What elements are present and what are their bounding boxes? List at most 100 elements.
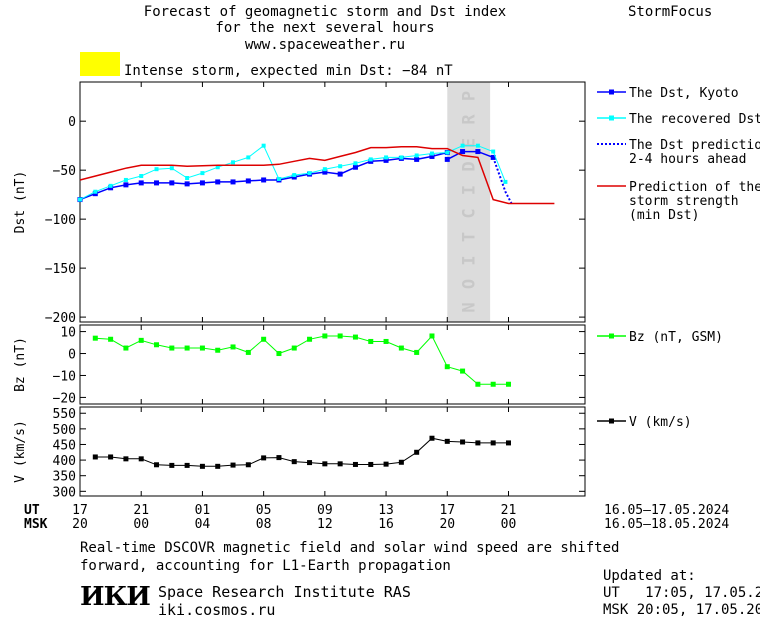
data-point-bz: [230, 344, 236, 350]
y-tick-label: 0: [68, 348, 76, 363]
updated-msk: MSK 20:05, 17.05.2024: [603, 602, 760, 618]
series-line-kyoto: [79, 151, 448, 201]
data-point-bz: [505, 381, 511, 387]
data-point-recovered: [460, 143, 465, 148]
data-point-recovered: [169, 166, 174, 171]
data-point-bz: [108, 336, 114, 342]
legend-label-recovered: The recovered Dst: [629, 112, 760, 127]
y-tick-label: 10: [60, 326, 76, 341]
data-point-velocity: [199, 463, 205, 469]
y-tick-label: 500: [53, 423, 76, 438]
x-tick-label-ut: 13: [378, 503, 394, 518]
chart-subtitle: for the next several hours: [215, 20, 435, 36]
data-point-velocity: [184, 462, 190, 468]
data-point-kyoto: [429, 153, 435, 159]
prediction-letter: R: [460, 114, 480, 125]
data-point-velocity: [245, 462, 251, 468]
data-point-bz: [169, 345, 175, 351]
data-point-bz: [138, 337, 144, 343]
storm-alert-color-box: [80, 52, 120, 76]
legend-label-kyoto: The Dst, Kyoto: [629, 86, 739, 101]
panel-frame: [79, 81, 586, 323]
institute-website[interactable]: iki.cosmos.ru: [158, 601, 276, 619]
data-point-recovered: [491, 149, 496, 154]
data-point-bz: [337, 333, 343, 339]
legend-label-strength: Prediction of the: [629, 180, 760, 195]
data-point-recovered: [154, 167, 159, 172]
updated-ut: UT 17:05, 17.05.2024: [603, 585, 760, 601]
y-tick-label: −20: [53, 391, 76, 406]
data-point-velocity: [444, 438, 450, 444]
data-point-recovered: [399, 155, 404, 160]
y-tick-label: 300: [53, 485, 76, 500]
data-point-velocity: [490, 440, 496, 446]
data-point-bz: [475, 381, 481, 387]
y-tick-label: 350: [53, 470, 76, 485]
x-tick-label-ut: 21: [133, 503, 149, 518]
data-point-velocity: [414, 449, 420, 455]
data-point-recovered: [353, 161, 358, 166]
chart-title: Forecast of geomagnetic storm and Dst in…: [143, 4, 507, 20]
data-point-recovered: [231, 160, 236, 165]
x-tick-label-msk: 20: [439, 517, 455, 532]
data-point-recovered: [322, 167, 327, 172]
data-point-kyoto: [414, 156, 420, 162]
data-point-velocity: [169, 462, 175, 468]
x-tick-label-msk: 12: [317, 517, 333, 532]
x-tick-label-ut: 21: [501, 503, 517, 518]
prediction-zone: [447, 82, 491, 322]
ut-axis-label: UT: [24, 503, 40, 518]
data-point-bz: [245, 349, 251, 355]
x-tick-label-msk: 00: [133, 517, 149, 532]
legend-marker-bz: [609, 333, 614, 339]
legend-label-prediction: The Dst prediction: [629, 138, 760, 153]
x-tick-label-ut: 17: [72, 503, 88, 518]
panel-frame: [79, 406, 586, 497]
prediction-letter: T: [460, 232, 480, 242]
data-point-recovered: [276, 176, 281, 181]
y-tick-label: 450: [53, 438, 76, 453]
y-axis-label: Bz (nT): [13, 337, 28, 392]
brand-name: StormFocus: [628, 4, 713, 20]
msk-axis-label: MSK: [24, 517, 48, 532]
data-point-bz: [215, 347, 221, 353]
data-point-kyoto: [352, 164, 358, 170]
data-point-velocity: [322, 461, 328, 467]
data-point-velocity: [215, 463, 221, 469]
data-point-bz: [92, 335, 98, 341]
data-point-recovered: [445, 150, 450, 155]
y-tick-label: −150: [45, 262, 76, 277]
updated-label: Updated at:: [603, 568, 696, 584]
site-url[interactable]: www.spaceweather.ru: [244, 37, 406, 53]
x-tick-label-msk: 20: [72, 517, 88, 532]
prediction-letter: E: [460, 138, 480, 148]
series-line-velocity: [95, 437, 509, 467]
data-point-recovered: [384, 155, 389, 160]
x-tick-label-msk: 00: [501, 517, 517, 532]
data-point-bz: [276, 351, 282, 357]
prediction-letter: P: [460, 91, 480, 101]
data-point-recovered: [261, 143, 266, 148]
data-point-kyoto: [169, 180, 175, 186]
data-point-velocity: [398, 459, 404, 465]
data-point-recovered: [215, 165, 220, 170]
data-point-kyoto: [184, 181, 190, 187]
data-point-velocity: [460, 439, 466, 445]
data-point-velocity: [276, 455, 282, 461]
series-line-bz: [95, 335, 509, 385]
series-line-prediction: [492, 157, 513, 204]
data-point-recovered: [292, 173, 297, 178]
legend-label-strength: (min Dst): [629, 208, 699, 223]
prediction-letter: O: [460, 279, 480, 289]
data-point-velocity: [138, 456, 144, 462]
series-line-strength: [79, 145, 555, 205]
data-point-bz: [368, 338, 374, 344]
x-tick-label-ut: 17: [439, 503, 455, 518]
legend-label-strength: storm strength: [629, 194, 739, 209]
legend-marker-kyoto: [609, 89, 614, 95]
data-point-bz: [414, 349, 420, 355]
data-point-velocity: [352, 461, 358, 467]
data-point-bz: [383, 338, 389, 344]
data-point-recovered: [338, 164, 343, 169]
data-point-recovered: [185, 176, 190, 180]
